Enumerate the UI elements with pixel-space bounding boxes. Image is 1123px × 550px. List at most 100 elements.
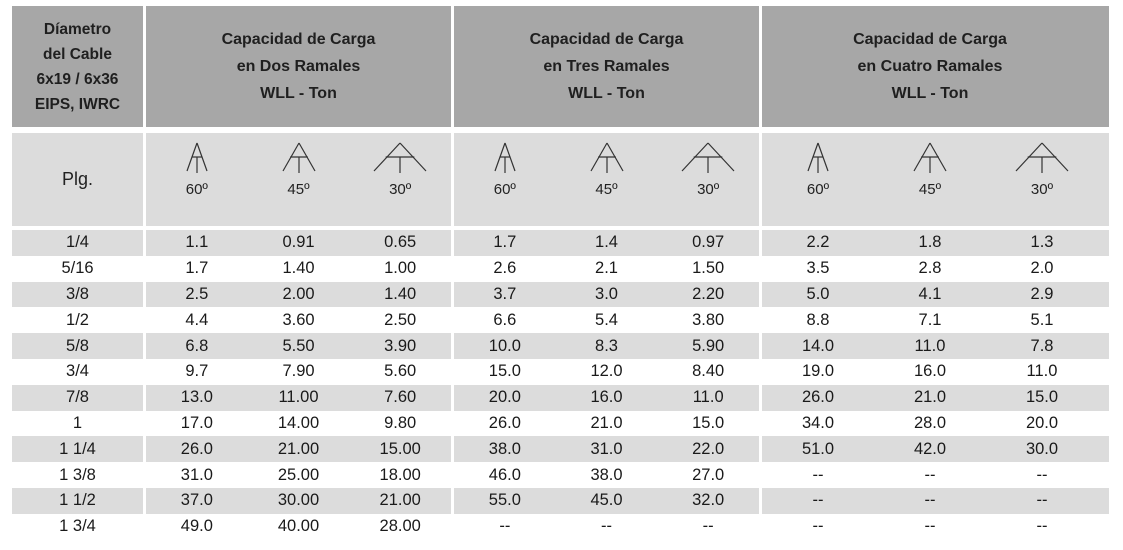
value-cell: 16.0	[913, 362, 947, 381]
angle-cell: 60º	[454, 133, 556, 226]
cable-diameter-cell: 1 3/4	[12, 513, 146, 540]
angle-label: 30º	[697, 181, 720, 198]
value-cell: 7.8	[1030, 336, 1054, 355]
value-cell: --	[1036, 465, 1048, 484]
table-row: 3/4 9.7 7.90 5.60 15.0 12.0 8.40 19.0 16.0 11.0	[12, 358, 1109, 385]
cable-diameter-cell: 7/8	[12, 384, 146, 411]
value-cell: 11.0	[914, 336, 946, 355]
table-row: 5/16 1.7 1.40 1.00 2.6 2.1 1.50 3.5 2.8 2.0	[12, 255, 1109, 282]
value-cell: 1.40	[384, 284, 417, 303]
header-line: WLL - Ton	[568, 85, 645, 102]
value-group: 2.2 1.8 1.3	[762, 230, 1098, 256]
sling-angle-icon	[589, 142, 624, 173]
cable-diameter-cell: 1 1/4	[12, 436, 146, 463]
unit-label: Plg.	[12, 133, 146, 226]
sling-angle-icon	[913, 142, 947, 173]
value-cell: --	[702, 517, 714, 536]
value-cell: 14.00	[277, 413, 320, 432]
angle-cell: 30º	[986, 133, 1098, 226]
value-cell: --	[812, 517, 824, 536]
angle-label: 30º	[1030, 181, 1054, 198]
value-group: 10.0 8.3 5.90	[454, 333, 762, 359]
header-two-legs: Capacidad de Carga en Dos Ramales WLL - …	[146, 6, 454, 127]
value-cell: 12.0	[590, 362, 623, 381]
sling-angle-icon	[807, 142, 829, 173]
value-group: 26.0 21.0 15.0	[454, 410, 762, 437]
value-cell: --	[601, 517, 612, 536]
value-group: 38.0 31.0 22.0	[454, 436, 762, 463]
header-line: en Cuatro Ramales	[857, 58, 1003, 75]
value-cell: 0.65	[384, 233, 417, 252]
value-cell: 21.0	[913, 388, 947, 407]
table-row: 1 1/2 37.0 30.00 21.00 55.0 45.0 32.0 -- -- --	[12, 487, 1109, 514]
table-row: 1 1/4 26.0 21.00 15.00 38.0 31.0 22.0 51.0 42.0 3…	[12, 436, 1109, 463]
value-cell: 21.0	[590, 413, 623, 432]
value-group: 14.0 11.0 7.8	[762, 333, 1098, 359]
table-row: 7/8 13.0 11.00 7.60 20.0 16.0 11.0 26.0 21.0 15.0	[12, 384, 1109, 411]
value-cell: 9.7	[185, 362, 209, 381]
cable-diameter-cell: 1/4	[12, 230, 146, 256]
value-cell: 5.0	[806, 284, 830, 303]
value-cell: 30.0	[1025, 439, 1059, 458]
value-cell: 7.90	[282, 362, 315, 381]
value-group: 20.0 16.0 11.0	[454, 384, 762, 411]
angle-cell: 45º	[248, 133, 350, 226]
value-cell: 38.0	[590, 465, 623, 484]
value-group: -- -- --	[762, 488, 1098, 514]
sling-angle-icon	[373, 142, 427, 173]
angle-cell: 30º	[657, 133, 759, 226]
value-cell: --	[924, 491, 936, 510]
sling-angle-icon	[1015, 142, 1069, 173]
value-group: 31.0 25.00 18.00	[146, 462, 454, 488]
value-cell: 9.80	[384, 413, 417, 432]
value-cell: 30.00	[277, 491, 320, 510]
value-group: 2.5 2.00 1.40	[146, 281, 454, 308]
value-cell: 37.0	[180, 491, 213, 510]
sling-angle-icon	[281, 142, 316, 173]
value-cell: 15.0	[1025, 388, 1059, 407]
value-cell: 38.0	[488, 439, 521, 458]
header-three-legs: Capacidad de Carga en Tres Ramales WLL -…	[454, 6, 762, 127]
value-group: 8.8 7.1 5.1	[762, 307, 1098, 333]
value-cell: 15.0	[692, 413, 725, 432]
value-cell: 7.60	[384, 388, 417, 407]
value-cell: 1.00	[384, 259, 417, 278]
value-group: -- -- --	[454, 513, 762, 540]
value-cell: 6.8	[185, 336, 209, 355]
value-group: 15.0 12.0 8.40	[454, 358, 762, 385]
value-cell: 3.90	[384, 336, 417, 355]
angle-cell: 45º	[874, 133, 986, 226]
value-cell: 2.0	[1030, 259, 1054, 278]
value-cell: 45.0	[590, 491, 623, 510]
value-cell: 26.0	[180, 439, 213, 458]
angle-cell: 45º	[556, 133, 658, 226]
cable-diameter-cell: 1/2	[12, 307, 146, 334]
value-cell: 1.50	[692, 259, 725, 278]
table-row: 1 3/4 49.0 40.00 28.00 -- -- -- -- -- --	[12, 513, 1109, 540]
value-cell: 11.0	[1026, 362, 1058, 381]
value-group: 26.0 21.00 15.00	[146, 436, 454, 463]
value-cell: 42.0	[913, 439, 947, 458]
value-cell: 18.00	[379, 465, 421, 484]
value-cell: 4.4	[185, 310, 209, 329]
value-group: 1.1 0.91 0.65	[146, 230, 454, 256]
value-cell: 20.0	[488, 388, 521, 407]
cable-diameter-cell: 5/8	[12, 333, 146, 359]
value-group: 17.0 14.00 9.80	[146, 410, 454, 437]
value-cell: 51.0	[801, 439, 835, 458]
value-cell: 0.91	[282, 233, 315, 252]
cable-diameter-cell: 1	[12, 410, 146, 437]
value-group: 34.0 28.0 20.0	[762, 411, 1098, 437]
header-cable-diameter: Díametro del Cable 6x19 / 6x36 EIPS, IWR…	[12, 6, 146, 127]
table-row: 5/8 6.8 5.50 3.90 10.0 8.3 5.90 14.0 11.0 7.8	[12, 333, 1109, 359]
header-line: WLL - Ton	[891, 85, 969, 102]
value-cell: 2.8	[918, 259, 942, 278]
value-cell: 28.00	[379, 517, 421, 536]
value-cell: 15.00	[379, 439, 421, 458]
angle-label: 60º	[806, 181, 830, 198]
value-cell: 22.0	[692, 439, 725, 458]
cable-diameter-cell: 5/16	[12, 255, 146, 282]
table-row: 1 3/8 31.0 25.00 18.00 46.0 38.0 27.0 -- -- --	[12, 462, 1109, 488]
header-line: del Cable	[43, 45, 112, 63]
header-four-legs: Capacidad de Carga en Cuatro Ramales WLL…	[762, 6, 1098, 127]
